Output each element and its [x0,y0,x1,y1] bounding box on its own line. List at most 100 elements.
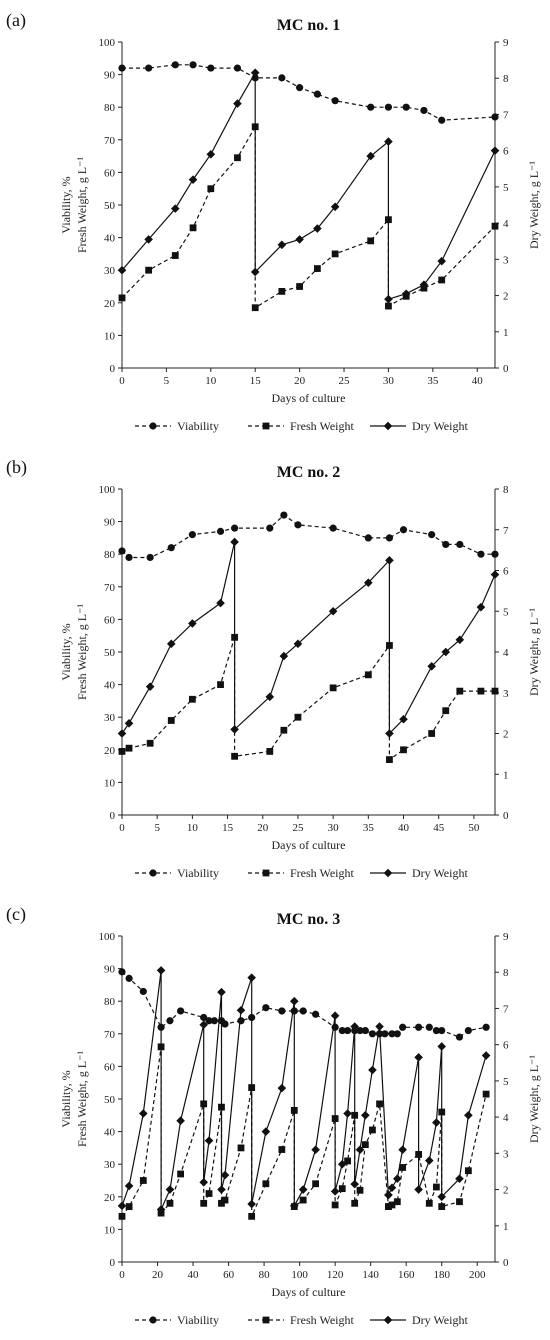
x-tick-label: 40 [398,822,410,834]
data-point-fresh-weight [217,681,224,688]
data-point-dry-weight [455,1174,464,1183]
data-point-fresh-weight [338,1185,346,1193]
data-point-dry-weight [414,1185,423,1194]
data-point-dry-weight [144,235,153,244]
data-point-dry-weight [261,1127,271,1136]
data-point-viability [278,74,286,82]
data-point-fresh-weight [221,1196,229,1204]
data-point-viability [368,1030,377,1038]
y-left-tick-label: 30 [104,1159,116,1171]
legend: Viability Fresh Weight Dry Weight [135,1313,468,1327]
data-point-viability [118,968,126,976]
x-tick-label: 20 [257,822,269,834]
series-dry-weight [117,966,491,1214]
data-point-fresh-weight [177,1170,185,1178]
data-point-fresh-weight [482,1090,490,1098]
data-point-fresh-weight [218,1199,225,1207]
data-point-dry-weight [188,619,197,628]
y-left-tick-label: 70 [104,582,116,594]
legend-marker [383,421,393,431]
data-point-fresh-weight [167,717,175,724]
data-point-dry-weight [330,1187,340,1196]
data-point-dry-weight [295,235,304,244]
data-point-dry-weight [330,1011,340,1020]
legend-item-fresh-weight: Fresh Weight [248,1313,354,1327]
data-point-dry-weight [384,1190,393,1200]
legend-item-viability: Viability [135,1313,219,1327]
data-point-dry-weight [313,224,322,233]
data-point-fresh-weight [189,224,197,232]
x-tick-label: 25 [339,375,351,387]
data-point-viability [442,540,450,549]
data-point-dry-weight [279,651,289,661]
data-point-viability [399,526,408,534]
data-point-dry-weight [233,99,242,108]
x-tick-label: 5 [164,375,170,387]
y-left-label-2: Fresh Weight, g L⁻¹ [75,604,89,700]
y-left-tick-label: 10 [104,1224,116,1236]
data-point-dry-weight [170,204,180,213]
data-point-fresh-weight [456,687,464,695]
y-right-tick-label: 9 [503,931,509,943]
y-right-tick-label: 1 [503,1221,509,1233]
data-point-fresh-weight [171,252,179,259]
y-right-tick-label: 0 [503,1257,509,1269]
y-right-label: Dry Weight, g L⁻¹ [527,161,541,249]
data-point-viability [381,1030,389,1038]
data-point-dry-weight [293,639,303,649]
legend-label: Fresh Weight [290,866,354,880]
data-point-viability [329,524,337,532]
data-point-fresh-weight [428,730,436,737]
data-point-viability [438,116,446,124]
y-left-tick-label: 100 [99,484,116,496]
y-right-tick-label: 6 [503,566,509,578]
data-point-fresh-weight [207,185,215,193]
y-left-tick-label: 60 [104,167,116,179]
data-point-dry-weight [337,1159,347,1169]
y-right-tick-label: 6 [503,1040,509,1052]
y-right-tick-label: 4 [503,1112,509,1124]
data-point-viability [221,1020,229,1028]
x-tick-label: 140 [362,1269,379,1281]
y-right-tick-label: 9 [503,37,509,49]
data-point-viability [367,103,375,111]
data-point-dry-weight [117,729,127,738]
data-point-viability [402,103,410,111]
data-point-viability [139,987,147,996]
data-point-dry-weight [419,280,429,289]
series-line-fresh-weight [121,637,495,761]
x-tick-label: 5 [154,822,160,834]
data-point-dry-weight [165,1185,175,1194]
y-left-tick-label: 70 [104,135,116,147]
data-point-fresh-weight [386,756,393,763]
data-point-viability [428,531,436,539]
data-point-viability [425,1023,433,1031]
x-tick-label: 180 [433,1269,450,1281]
data-point-fresh-weight [188,695,196,703]
y-left-tick-label: 40 [104,680,116,692]
y-right-tick-label: 3 [503,1148,509,1160]
series-dry-weight [117,68,500,304]
x-tick-label: 40 [472,375,484,387]
data-point-fresh-weight [393,1198,401,1206]
data-point-fresh-weight [388,1201,396,1209]
data-point-viability [205,1017,213,1025]
x-tick-label: 10 [187,822,199,834]
y-left-tick-label: 30 [104,712,116,724]
y-right-tick-label: 3 [503,254,509,266]
x-axis-label: Days of culture [272,391,346,405]
data-point-dry-weight [250,68,260,78]
y-left-tick-label: 60 [104,614,116,626]
series-line-viability [122,64,496,121]
data-point-dry-weight [387,1183,397,1193]
legend-label: Fresh Weight [290,1313,354,1327]
y-right-tick-label: 0 [503,810,509,822]
data-point-viability [477,550,485,558]
legend-label: Viability [177,1313,219,1327]
data-point-fresh-weight [331,1201,339,1209]
data-point-dry-weight [217,1185,226,1194]
data-point-dry-weight [236,1005,246,1015]
data-point-fresh-weight [205,1190,213,1197]
y-left-label-1: Viability, % [59,623,73,680]
data-point-viability [125,553,133,562]
